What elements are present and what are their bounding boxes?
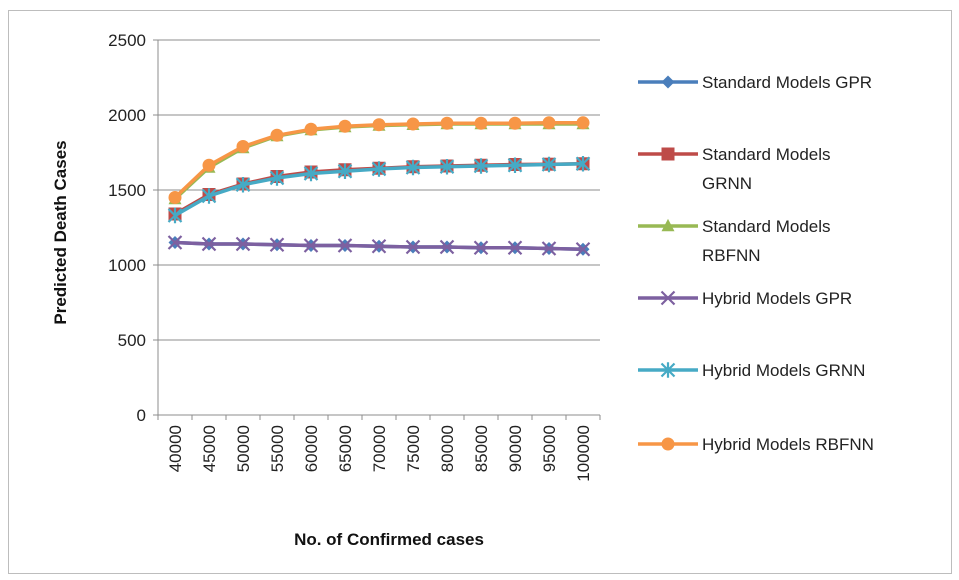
point-marker <box>270 128 284 142</box>
point-marker <box>405 159 421 176</box>
point-marker <box>168 191 182 204</box>
x-tick-label: 85000 <box>472 425 491 472</box>
x-tick-label: 70000 <box>370 425 389 472</box>
legend-item: Standard Models GRNN <box>638 145 831 193</box>
y-tick-label: 2000 <box>108 106 146 125</box>
legend-item: Hybrid Models GPR <box>638 289 852 308</box>
point-marker <box>371 238 387 254</box>
point-marker <box>660 362 676 378</box>
x-tick-label: 90000 <box>506 425 525 472</box>
legend-label: Standard Models <box>702 217 831 236</box>
y-axis-title: Predicted Death Cases <box>51 140 70 324</box>
point-marker <box>201 236 217 252</box>
point-marker <box>541 156 557 173</box>
point-marker <box>661 218 675 232</box>
point-marker <box>303 165 319 182</box>
legend-label: Hybrid Models GRNN <box>702 361 865 380</box>
point-marker <box>338 119 352 133</box>
series-hybrid-models-gpr <box>167 235 591 257</box>
legend-item: Standard Models GPR <box>638 73 872 92</box>
point-marker <box>337 163 353 180</box>
x-tick-label: 65000 <box>336 425 355 472</box>
legend-item: Standard Models RBFNN <box>638 217 831 265</box>
point-marker <box>304 122 318 136</box>
x-tick-label: 60000 <box>302 425 321 472</box>
y-tick-label: 2500 <box>108 31 146 50</box>
point-marker <box>439 158 455 175</box>
point-marker <box>473 240 489 256</box>
series-lines <box>167 116 591 257</box>
point-marker <box>576 116 590 130</box>
point-marker <box>235 176 251 193</box>
series-hybrid-models-rbfnn <box>168 116 590 204</box>
x-tick-label: 55000 <box>268 425 287 472</box>
point-marker <box>372 118 386 132</box>
legend-item: Hybrid Models GRNN <box>638 361 865 380</box>
point-marker <box>406 117 420 131</box>
point-marker <box>507 240 523 256</box>
axes: 0 500 1000 1500 2000 2500 40000 45000 50000 55000… <box>108 31 601 482</box>
y-tick-label: 500 <box>118 331 146 350</box>
point-marker <box>661 147 675 161</box>
y-tick-label: 0 <box>137 406 146 425</box>
point-marker <box>541 241 557 256</box>
point-marker <box>508 116 522 130</box>
x-tick-label: 95000 <box>540 425 559 472</box>
point-marker <box>167 235 183 250</box>
point-marker <box>337 238 353 253</box>
x-tick-label: 75000 <box>404 425 423 472</box>
point-marker <box>473 158 489 174</box>
x-tick-label: 100000 <box>574 425 593 482</box>
legend-label: GRNN <box>702 174 752 193</box>
point-marker <box>542 116 556 130</box>
point-marker <box>575 155 591 172</box>
point-marker <box>474 116 488 130</box>
y-tick-label: 1000 <box>108 256 146 275</box>
chart-frame <box>8 10 952 574</box>
legend-label: Standard Models <box>702 145 831 164</box>
point-marker <box>440 116 454 130</box>
point-marker <box>202 158 216 172</box>
series-hybrid-models-grnn <box>167 155 591 224</box>
x-axis-title: No. of Confirmed cases <box>294 530 484 549</box>
legend-label: Standard Models GPR <box>702 73 872 92</box>
point-marker <box>236 140 250 153</box>
point-marker <box>269 170 285 186</box>
point-marker <box>661 437 675 451</box>
legend-label: Hybrid Models GPR <box>702 289 852 308</box>
point-marker <box>235 236 251 252</box>
legend-label: RBFNN <box>702 246 761 265</box>
x-tick-label: 45000 <box>200 425 219 472</box>
x-tick-label: 40000 <box>166 425 185 472</box>
point-marker <box>167 207 183 224</box>
point-marker <box>405 239 421 255</box>
point-marker <box>660 290 676 306</box>
point-marker <box>303 238 319 253</box>
point-marker <box>371 161 387 177</box>
x-tick-label: 50000 <box>234 425 253 472</box>
point-marker <box>439 239 455 255</box>
legend-label: Hybrid Models RBFNN <box>702 435 874 454</box>
x-tick-label: 80000 <box>438 425 457 472</box>
legend-item: Hybrid Models RBFNN <box>638 435 874 454</box>
point-marker <box>507 157 523 174</box>
point-marker <box>661 75 675 89</box>
y-tick-label: 1500 <box>108 181 146 200</box>
point-marker <box>201 188 217 204</box>
point-marker <box>575 241 591 257</box>
point-marker <box>269 237 285 253</box>
